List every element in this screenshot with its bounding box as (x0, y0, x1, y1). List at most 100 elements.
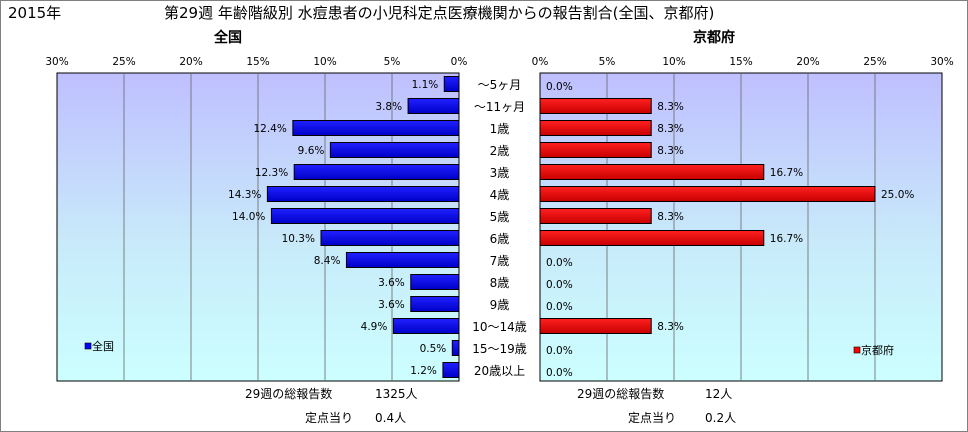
national-bar-label: 3.6% (378, 299, 405, 311)
national-bar (266, 186, 460, 202)
national-total-label: 29週の総報告数 (245, 386, 332, 401)
kyoto-bar (539, 142, 652, 158)
left-tick-label: 5% (384, 56, 401, 68)
national-bar (320, 230, 460, 246)
kyoto-per-value: 0.2人 (705, 411, 736, 425)
kyoto-bar (539, 98, 652, 114)
kyoto-bar-label: 8.3% (657, 321, 684, 333)
right-tick-label: 0% (532, 56, 549, 68)
kyoto-bar-label: 0.0% (546, 367, 573, 379)
chart-main-title: 第29週 年齢階級別 水痘患者の小児科定点医療機関からの報告割合(全国、京都府) (164, 4, 714, 22)
kyoto-bar-label: 0.0% (546, 81, 573, 93)
right-bars: 0.0% 8.3% 8.3% 8.3% 16.7% 25.0% 8.3% 16.7% 0.0% 0… (539, 81, 914, 379)
right-tick-label: 20% (796, 56, 819, 68)
kyoto-bar-label: 0.0% (546, 279, 573, 291)
national-bar (293, 164, 460, 180)
right-tick-label: 5% (599, 56, 616, 68)
legend-kyoto-swatch (853, 346, 861, 354)
left-tick-label: 10% (313, 56, 336, 68)
right-tick-label: 10% (662, 56, 685, 68)
kyoto-bar-label: 8.3% (657, 145, 684, 157)
category-labels: ～5ヶ月 ～11ヶ月 1歳 2歳 3歳 4歳 5歳 6歳 7歳 8歳 9歳 10～14歳 15～19歳 2… (472, 78, 527, 378)
national-bar-label: 1.1% (412, 79, 439, 91)
national-bar (410, 296, 460, 312)
right-tick-label: 25% (863, 56, 886, 68)
national-bar-label: 12.3% (255, 167, 288, 179)
national-bar-label: 1.2% (410, 365, 437, 377)
category-label: ～11ヶ月 (474, 100, 525, 114)
national-bar (270, 208, 460, 224)
national-bar (407, 98, 460, 114)
national-bar (345, 252, 460, 268)
national-bar-label: 12.4% (253, 123, 286, 135)
right-tick-label: 15% (729, 56, 752, 68)
left-tick-label: 15% (246, 56, 269, 68)
national-bar-label: 3.6% (378, 277, 405, 289)
category-label: 6歳 (490, 232, 510, 246)
national-bar-label: 10.3% (282, 233, 315, 245)
national-bar (292, 120, 460, 136)
year-label: 2015年 (8, 4, 61, 22)
kyoto-bar-label: 16.7% (770, 167, 803, 179)
category-label: 3歳 (490, 166, 510, 180)
legend-national-swatch (84, 342, 92, 350)
kyoto-bar-label: 0.0% (546, 345, 573, 357)
right-tick-label: 30% (930, 56, 953, 68)
kyoto-bar-label: 0.0% (546, 257, 573, 269)
right-panel-title: 京都府 (693, 29, 735, 46)
national-bar (410, 274, 460, 290)
right-axis-ticks: 0% 5% 10% 15% 20% 25% 30% (532, 56, 954, 68)
kyoto-bar-label: 8.3% (657, 101, 684, 113)
legend-kyoto-label: 京都府 (861, 343, 894, 357)
national-per-label: 定点当り (305, 410, 353, 425)
kyoto-bar (539, 120, 652, 136)
national-total-value: 1325人 (375, 387, 418, 401)
left-tick-label: 20% (179, 56, 202, 68)
left-bars: 1.1% 3.8% 12.4% 9.6% 12.3% 14.3% 14.0% 10.3% 8.4… (228, 76, 460, 378)
kyoto-bar (539, 230, 765, 246)
kyoto-bar (539, 164, 765, 180)
kyoto-per-label: 定点当り (628, 410, 676, 425)
kyoto-bar-label: 8.3% (657, 211, 684, 223)
left-tick-label: 25% (112, 56, 135, 68)
national-bar-label: 8.4% (314, 255, 341, 267)
category-label: 2歳 (490, 144, 510, 158)
national-bar-label: 14.0% (232, 211, 265, 223)
national-bar (329, 142, 460, 158)
kyoto-total-label: 29週の総報告数 (577, 386, 664, 401)
national-bar (442, 362, 460, 378)
kyoto-bar-label: 16.7% (770, 233, 803, 245)
category-label: 7歳 (490, 254, 510, 268)
category-label: 1歳 (490, 122, 510, 136)
national-bar-label: 3.8% (375, 101, 402, 113)
national-bar-label: 0.5% (420, 343, 447, 355)
legend-national-label: 全国 (92, 339, 114, 353)
kyoto-total-value: 12人 (705, 387, 732, 401)
category-label: 8歳 (490, 276, 510, 290)
kyoto-bar-label: 25.0% (881, 189, 914, 201)
category-label: ～5ヶ月 (478, 78, 522, 92)
national-bar (451, 340, 460, 356)
left-tick-label: 0% (451, 56, 468, 68)
category-label: 9歳 (490, 298, 510, 312)
left-panel-title: 全国 (213, 29, 242, 46)
kyoto-bar-label: 8.3% (657, 123, 684, 135)
left-tick-label: 30% (45, 56, 68, 68)
kyoto-bar (539, 186, 876, 202)
category-label: 15～19歳 (472, 342, 527, 356)
left-axis-ticks: 30% 25% 20% 15% 10% 5% 0% (45, 56, 467, 68)
kyoto-bar (539, 208, 652, 224)
national-bar-label: 9.6% (298, 145, 325, 157)
kyoto-bar-label: 0.0% (546, 301, 573, 313)
national-bar (443, 76, 460, 92)
category-label: 5歳 (490, 210, 510, 224)
national-bar-label: 4.9% (361, 321, 388, 333)
national-bar (392, 318, 460, 334)
national-per-value: 0.4人 (375, 411, 406, 425)
category-label: 10～14歳 (472, 320, 527, 334)
category-label: 20歳以上 (474, 364, 525, 378)
kyoto-bar (539, 318, 652, 334)
national-bar-label: 14.3% (228, 189, 261, 201)
